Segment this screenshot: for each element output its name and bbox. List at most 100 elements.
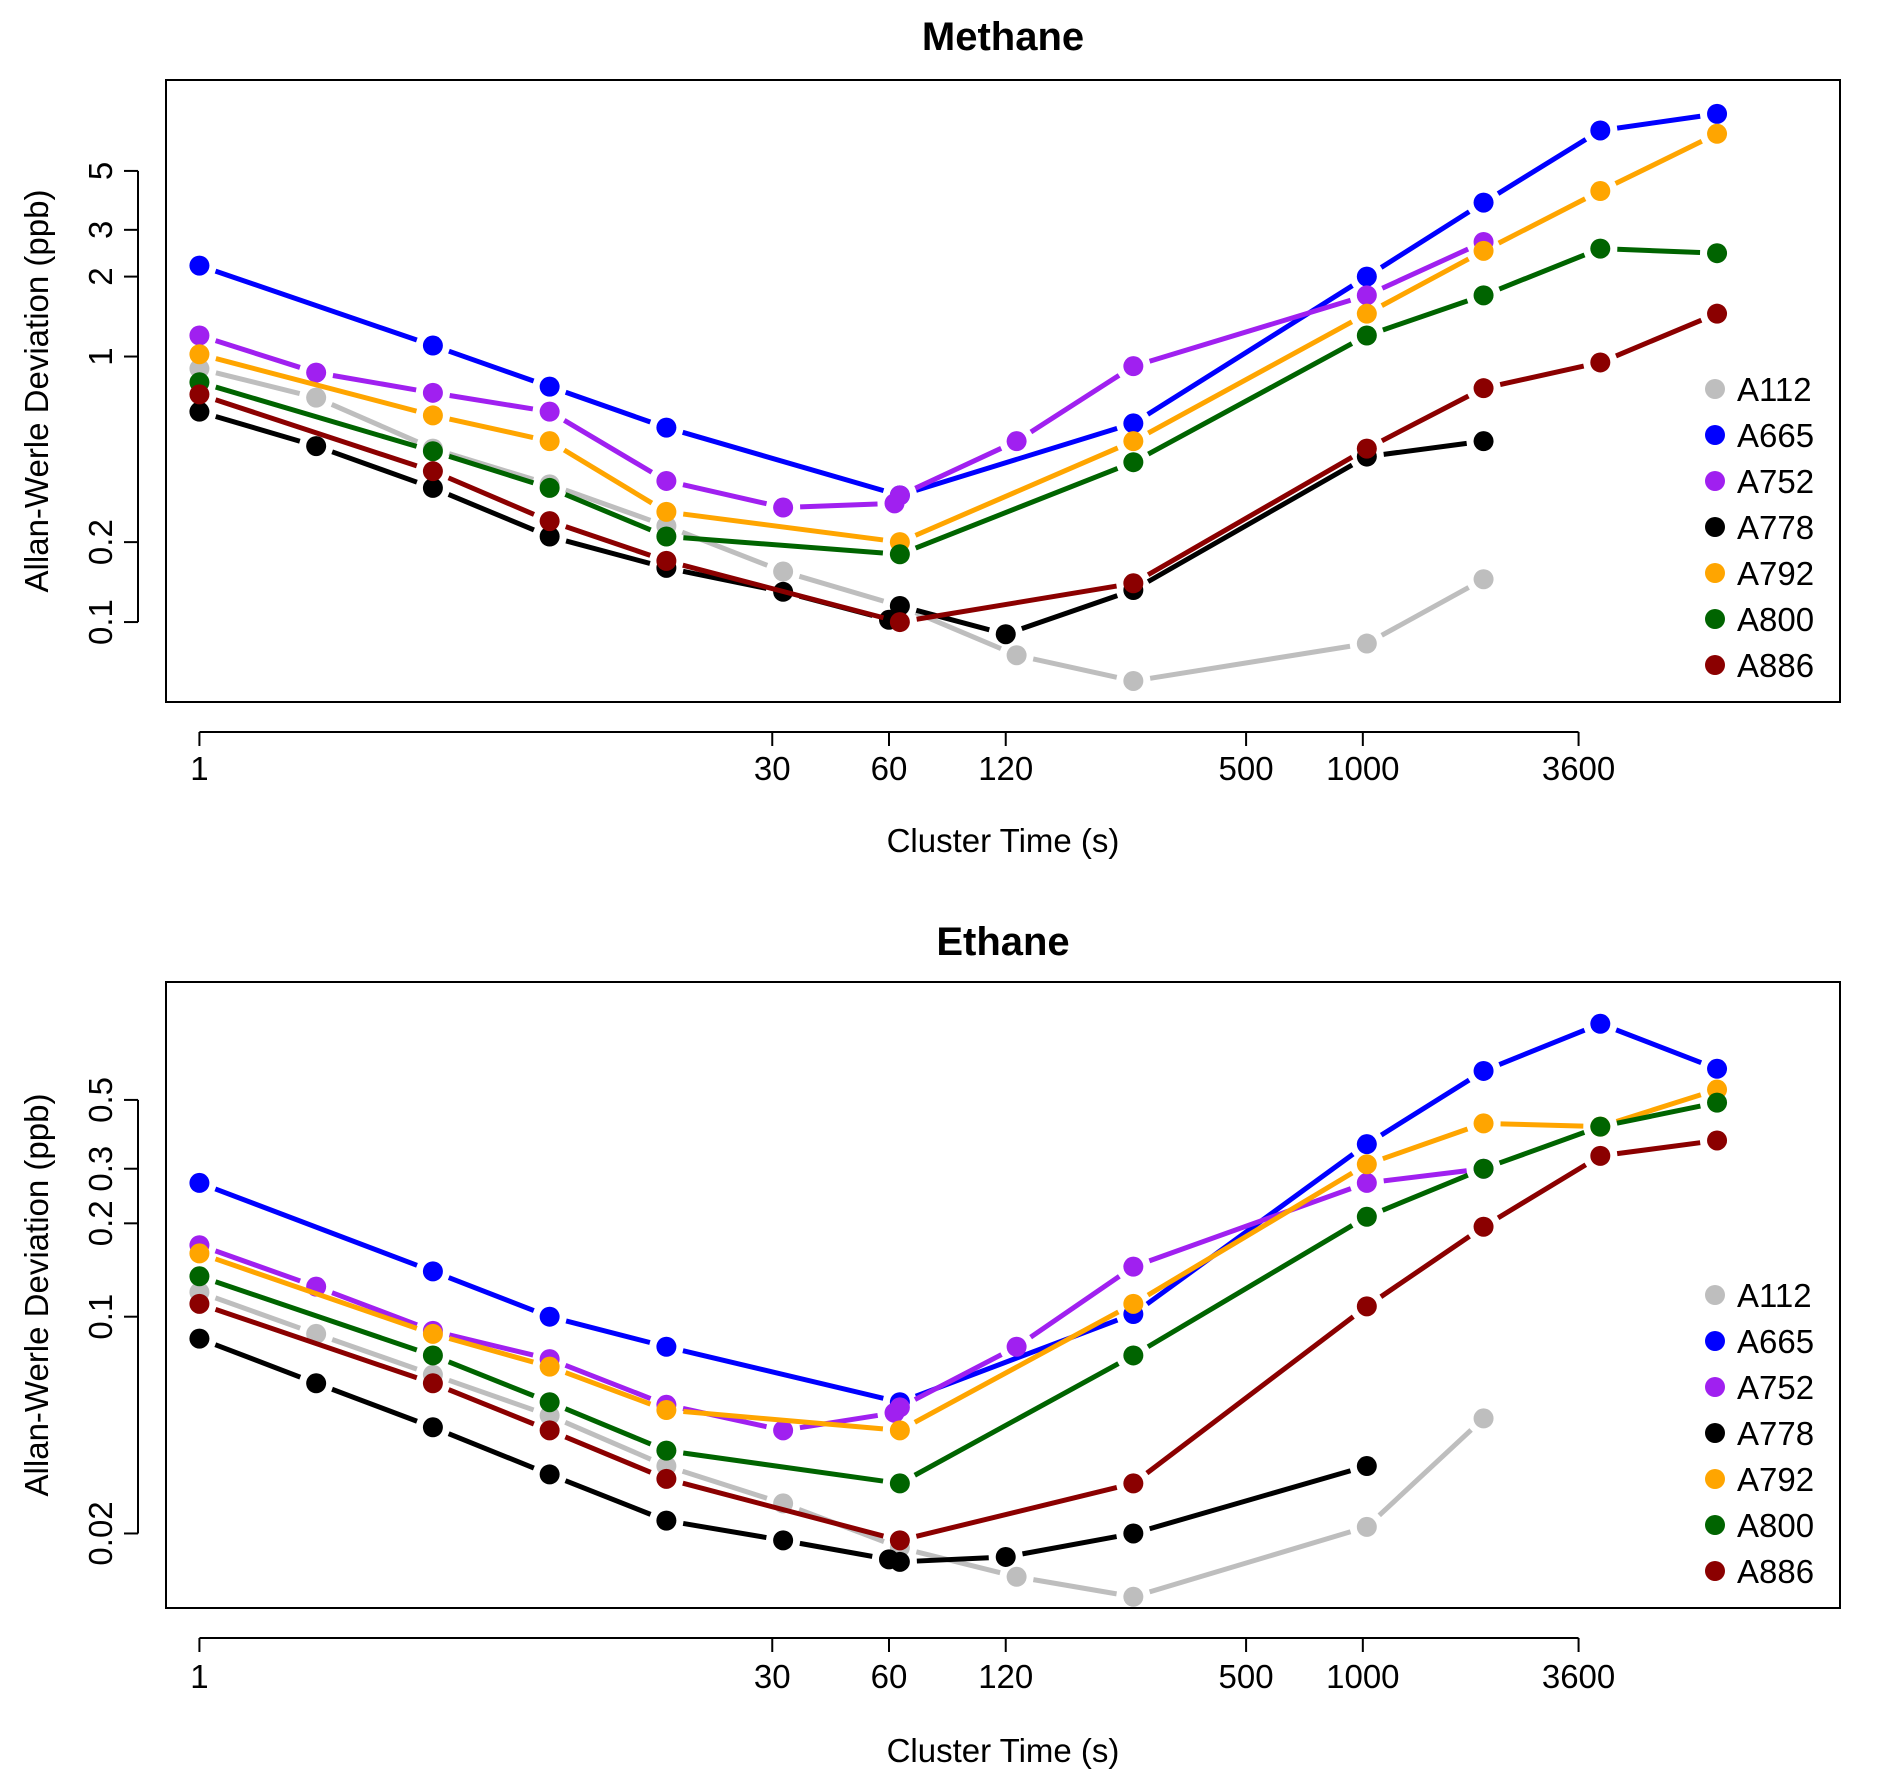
legend-label: A665 xyxy=(1737,417,1814,454)
series-line-segment xyxy=(1029,373,1121,435)
data-point xyxy=(539,431,560,452)
series-line-segment xyxy=(214,1342,302,1380)
series-line-segment xyxy=(800,501,878,510)
data-point xyxy=(1356,1516,1377,1537)
data-point xyxy=(422,461,443,482)
series-a800 xyxy=(189,238,1728,565)
data-point xyxy=(1006,645,1027,666)
data-point xyxy=(889,1473,910,1494)
legend-marker xyxy=(1705,1331,1725,1351)
data-point xyxy=(1123,1345,1144,1366)
legend-marker xyxy=(1705,563,1725,583)
chart-title: Ethane xyxy=(936,920,1069,964)
data-point xyxy=(656,1468,677,1489)
data-point xyxy=(1356,325,1377,346)
series-line-segment xyxy=(564,1362,652,1401)
series-line-segment xyxy=(1496,137,1588,196)
series-line-segment xyxy=(331,449,418,485)
series-line-segment xyxy=(1148,1468,1352,1532)
data-point xyxy=(889,612,910,633)
series-line-segment xyxy=(1379,209,1471,270)
data-point xyxy=(889,485,910,506)
legend-label: A752 xyxy=(1737,463,1814,500)
series-line-segment xyxy=(1617,246,1701,256)
data-point xyxy=(1707,1058,1728,1079)
series-line-segment xyxy=(564,1478,652,1517)
y-tick-label: 3 xyxy=(82,221,119,239)
series-line-segment xyxy=(447,1431,535,1471)
y-axis-label: Allan-Werle Deviation (ppb) xyxy=(18,1094,55,1497)
data-point xyxy=(1590,181,1611,202)
series-line-segment xyxy=(215,384,418,449)
series-line-segment xyxy=(1148,1529,1352,1595)
x-tick-label: 500 xyxy=(1219,750,1274,787)
series-line-segment xyxy=(1145,1152,1355,1307)
series-line-segment xyxy=(448,1332,534,1358)
series-line-segment xyxy=(447,492,535,533)
x-tick-label: 30 xyxy=(754,1658,791,1695)
data-point xyxy=(1473,569,1494,590)
data-point xyxy=(539,511,560,532)
plot-frame xyxy=(165,79,1841,703)
x-tick-label: 1 xyxy=(190,1658,208,1695)
y-tick-label: 2 xyxy=(82,267,119,285)
data-point xyxy=(306,362,327,383)
data-point xyxy=(995,1546,1016,1567)
series-line-segment xyxy=(1382,298,1469,333)
series-line-segment xyxy=(331,1386,418,1424)
chart-title: Methane xyxy=(922,15,1084,59)
data-point xyxy=(1123,1586,1144,1607)
series-line-segment xyxy=(1147,341,1354,457)
series-line-segment xyxy=(215,414,301,444)
series-line-segment xyxy=(914,445,1119,538)
data-point xyxy=(1123,1293,1144,1314)
data-point xyxy=(656,417,677,438)
legend-marker xyxy=(1705,517,1725,537)
series-line-segment xyxy=(682,1480,885,1539)
series-a752 xyxy=(189,231,1494,518)
data-point xyxy=(889,1397,910,1418)
data-point xyxy=(656,550,677,571)
data-point xyxy=(539,376,560,397)
series-line-segment xyxy=(1379,1077,1471,1138)
series-line-segment xyxy=(564,389,652,425)
series-line-segment xyxy=(331,1290,418,1328)
data-point xyxy=(773,1530,794,1551)
series-line-segment xyxy=(1498,252,1586,292)
series-line-segment xyxy=(682,482,768,507)
series-line-segment xyxy=(214,338,301,370)
series-line-segment xyxy=(447,1387,535,1427)
y-axis-label: Allan-Werle Deviation (ppb) xyxy=(18,190,55,593)
series-line-segment xyxy=(214,1295,301,1331)
series-line-segment xyxy=(682,511,884,543)
series-line-segment xyxy=(913,1309,1120,1425)
legend-label: A778 xyxy=(1737,1415,1814,1452)
data-point xyxy=(1473,1158,1494,1179)
data-point xyxy=(189,255,210,276)
x-tick-label: 60 xyxy=(871,750,908,787)
series-line-segment xyxy=(683,1409,884,1432)
data-point xyxy=(422,441,443,462)
series-line-segment xyxy=(682,562,885,621)
series-line-segment xyxy=(1020,593,1119,632)
data-point xyxy=(656,526,677,547)
y-tick-label: 0.2 xyxy=(82,519,119,565)
data-point xyxy=(1590,1013,1611,1034)
data-point xyxy=(306,1323,327,1344)
series-line-segment xyxy=(915,1549,1001,1576)
series-line-segment xyxy=(1032,656,1118,680)
series-line-segment xyxy=(913,1352,1003,1402)
data-point xyxy=(1356,633,1377,654)
data-point xyxy=(1707,1130,1728,1151)
series-line-segment xyxy=(1146,454,1354,577)
series-line-segment xyxy=(1498,1130,1586,1166)
series-line-segment xyxy=(1500,1121,1584,1129)
data-point xyxy=(539,1464,560,1485)
data-point xyxy=(1473,378,1494,399)
x-tick-label: 120 xyxy=(978,750,1033,787)
data-point xyxy=(539,1392,560,1413)
series-line-segment xyxy=(1381,1172,1469,1213)
series-line-segment xyxy=(1615,1027,1703,1066)
series-line-segment xyxy=(215,356,418,414)
